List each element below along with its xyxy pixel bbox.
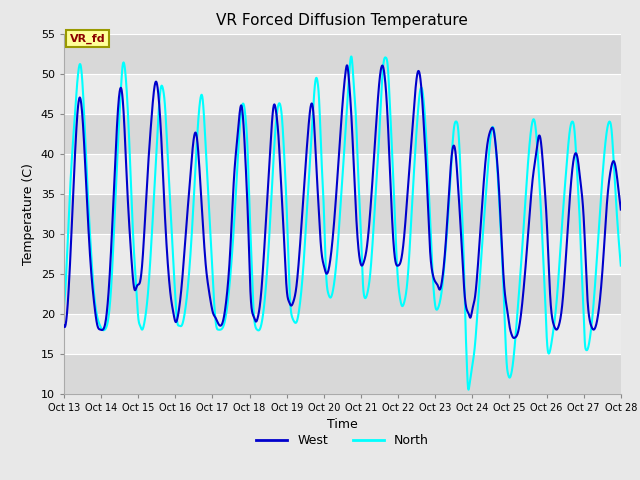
Bar [64,193,621,234]
Bar [64,234,621,274]
Y-axis label: Temperature (C): Temperature (C) [22,163,35,264]
Bar [64,354,621,394]
Bar [64,73,621,114]
Bar [64,154,621,193]
Bar [64,34,621,73]
Title: VR Forced Diffusion Temperature: VR Forced Diffusion Temperature [216,13,468,28]
Bar [64,114,621,154]
X-axis label: Time: Time [327,418,358,431]
Bar [64,313,621,354]
Bar [64,274,621,313]
Text: VR_fd: VR_fd [70,34,105,44]
Legend: West, North: West, North [251,429,434,452]
